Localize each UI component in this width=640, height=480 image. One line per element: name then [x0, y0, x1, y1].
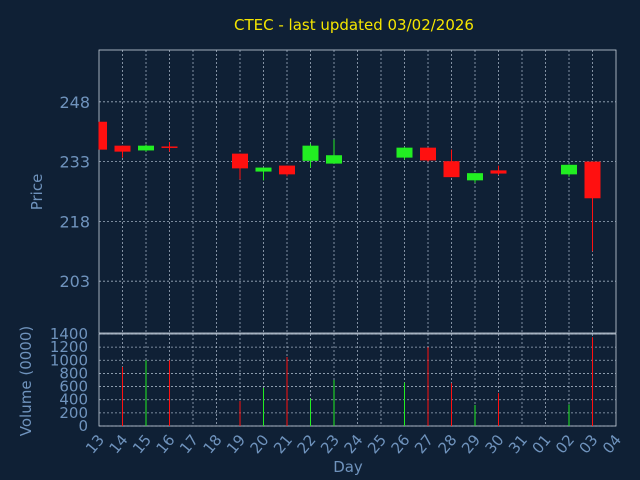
- volume-bars: [122, 337, 593, 426]
- x-tick-label: 30: [482, 431, 508, 457]
- price-tick-label: 218: [59, 212, 90, 231]
- price-tick-label: 233: [59, 153, 90, 172]
- x-tick-label: 01: [529, 431, 555, 457]
- x-ticks: 1314151617181920212223242526272829303101…: [82, 431, 625, 457]
- x-tick-label: 15: [129, 431, 155, 457]
- x-tick-label: 03: [576, 431, 602, 457]
- candle-body: [467, 173, 483, 181]
- x-tick-label: 17: [176, 431, 202, 457]
- x-tick-label: 27: [411, 431, 437, 457]
- price-y-ticks: 203 218 233 248: [59, 93, 90, 291]
- volume-tick-label: 200: [59, 404, 88, 422]
- x-tick-label: 04: [599, 431, 625, 457]
- x-tick-label: 20: [247, 431, 273, 457]
- candle-body: [114, 145, 131, 152]
- candle-body: [302, 145, 319, 161]
- candle-body: [138, 145, 154, 151]
- candle-body: [99, 121, 107, 150]
- candle-body: [396, 147, 413, 158]
- x-tick-label: 14: [106, 431, 132, 457]
- volume-tick-label: 800: [59, 364, 88, 382]
- price-panel: 203 218 233 248 Price: [28, 49, 617, 334]
- candle-body: [490, 170, 507, 174]
- x-tick-label: 31: [505, 431, 531, 457]
- x-tick-label: 23: [317, 431, 343, 457]
- candle-body: [561, 164, 577, 175]
- x-tick-label: 19: [223, 431, 249, 457]
- volume-tick-label: 600: [59, 378, 88, 396]
- price-tick-label: 203: [59, 272, 90, 291]
- volume-tick-label: 1000: [50, 351, 88, 369]
- candle-body: [279, 165, 295, 175]
- x-tick-label: 22: [294, 431, 320, 457]
- candle-body: [420, 147, 436, 161]
- candle-body: [232, 153, 248, 169]
- x-tick-label: 21: [270, 431, 296, 457]
- volume-tick-label: 1400: [50, 325, 88, 343]
- candle-body: [326, 155, 342, 164]
- volume-tick-label: 0: [78, 417, 88, 435]
- volume-axis-label: Volume (0000): [17, 326, 35, 436]
- x-tick-label: 28: [435, 431, 461, 457]
- chart-title: CTEC - last updated 03/02/2026: [234, 16, 474, 34]
- candle-body: [443, 161, 460, 178]
- volume-grid: [99, 333, 616, 427]
- x-tick-label: 25: [364, 431, 390, 457]
- volume-tick-label: 1200: [50, 338, 88, 356]
- volume-tick-label: 400: [59, 391, 88, 409]
- candle-body: [255, 167, 272, 172]
- x-tick-label: 02: [552, 431, 578, 457]
- x-axis-label: Day: [333, 458, 363, 476]
- price-axis-label: Price: [28, 174, 46, 211]
- price-grid: [99, 50, 616, 333]
- x-tick-label: 24: [341, 431, 367, 457]
- candle-body: [584, 161, 601, 199]
- candles: [98, 121, 601, 252]
- x-tick-label: 18: [200, 431, 226, 457]
- x-tick-label: 26: [388, 431, 414, 457]
- x-tick-label: 16: [153, 431, 179, 457]
- price-tick-label: 248: [59, 93, 90, 112]
- x-tick-label: 29: [458, 431, 484, 457]
- candle-body: [161, 146, 178, 148]
